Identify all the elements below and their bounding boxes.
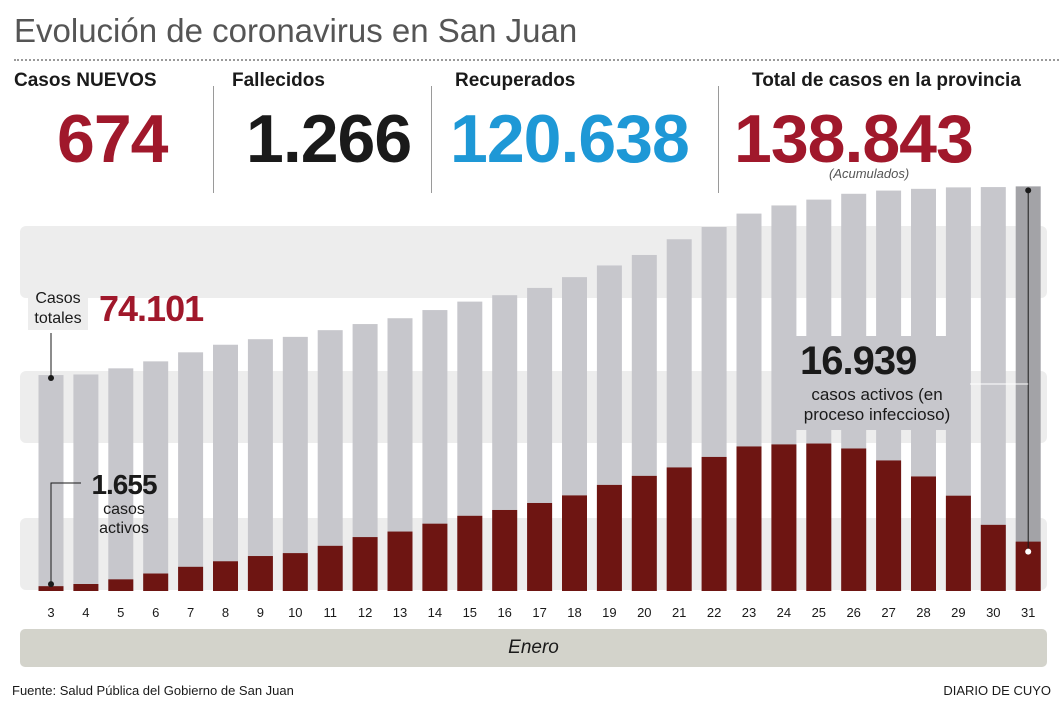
active-bar (631, 475, 657, 591)
active-bar (562, 495, 587, 591)
stat-separator (431, 86, 432, 193)
x-tick-label: 12 (358, 605, 372, 620)
x-tick-label: 24 (777, 605, 791, 620)
callout-dot (1025, 187, 1032, 194)
total-bar (980, 187, 1006, 591)
stat-separator (213, 86, 214, 193)
last-active-label: casos activos (en proceso infeccioso) (804, 385, 950, 424)
total-bar (178, 352, 204, 591)
active-bar (771, 444, 797, 591)
active-bar (911, 476, 936, 591)
total-label: Total de casos en la provincia (752, 70, 1021, 91)
active-bar (213, 561, 238, 591)
active-bar (317, 545, 343, 591)
x-tick-label: 22 (707, 605, 721, 620)
x-tick-label: 30 (986, 605, 1000, 620)
x-tick-label: 18 (567, 605, 581, 620)
x-tick-label: 14 (428, 605, 442, 620)
x-tick-label: 15 (463, 605, 477, 620)
chart-title: Evolución de coronavirus en San Juan (14, 12, 578, 49)
x-tick-label: 23 (742, 605, 756, 620)
first-active-value: 1.655 (91, 469, 156, 500)
x-tick-label: 20 (637, 605, 651, 620)
x-tick-label: 10 (288, 605, 302, 620)
x-tick-label: 4 (82, 605, 89, 620)
total-bar (247, 339, 273, 591)
x-tick-label: 29 (951, 605, 965, 620)
active-bar (945, 495, 971, 591)
title-divider (14, 59, 1059, 61)
nuevos-label: Casos NUEVOS (14, 70, 157, 91)
active-bar (492, 509, 518, 591)
callout-line (50, 482, 81, 585)
active-bar (108, 579, 134, 591)
active-bar (457, 515, 483, 591)
active-bar (352, 537, 378, 591)
x-tick-label: 9 (257, 605, 264, 620)
active-bar (841, 448, 867, 591)
nuevos-value: 674 (57, 101, 168, 177)
x-tick-label: 3 (47, 605, 54, 620)
last-active-value: 16.939 (800, 339, 916, 383)
x-tick-label: 16 (497, 605, 511, 620)
callout-dot (1025, 548, 1032, 555)
active-bar (143, 573, 169, 591)
total-bar (282, 336, 308, 591)
active-bar (422, 523, 448, 591)
x-tick-label: 28 (916, 605, 930, 620)
x-tick-label: 27 (881, 605, 895, 620)
label-backdrop (28, 286, 88, 330)
first-total-label: Casos totales (34, 290, 81, 327)
x-tick-label: 19 (602, 605, 616, 620)
active-bar (73, 584, 99, 591)
stat-separator (718, 86, 719, 193)
x-tick-label: 11 (323, 605, 337, 620)
brand: DIARIO DE CUYO (943, 683, 1051, 698)
x-tick-label: 31 (1021, 605, 1035, 620)
fallecidos-value: 1.266 (246, 101, 412, 177)
x-tick-label: 13 (393, 605, 407, 620)
label-backdrop (790, 336, 968, 430)
total-value: 138.843 (734, 101, 974, 177)
active-bar (666, 467, 692, 591)
x-tick-label: 8 (222, 605, 229, 620)
active-bar (178, 566, 204, 591)
source-note: Fuente: Salud Pública del Gobierno de Sa… (12, 683, 294, 698)
fallecidos-label: Fallecidos (232, 70, 325, 91)
x-tick-label: 26 (846, 605, 860, 620)
first-total-value: 74.101 (99, 288, 204, 329)
total-note: (Acumulados) (829, 166, 910, 181)
active-bar (980, 524, 1006, 591)
month-band (20, 629, 1047, 667)
active-bar (38, 586, 64, 591)
active-bar (806, 443, 832, 591)
total-bar (143, 361, 169, 591)
x-tick-label: 21 (672, 605, 686, 620)
x-tick-label: 17 (532, 605, 546, 620)
active-bar (736, 446, 762, 591)
active-bar (527, 502, 553, 591)
active-bar (282, 553, 308, 591)
x-tick-label: 6 (152, 605, 159, 620)
x-axis-label: Enero (508, 637, 559, 658)
recuperados-label: Recuperados (455, 70, 576, 91)
total-bar (213, 344, 238, 591)
recuperados-value: 120.638 (450, 101, 690, 177)
callout-dot (48, 581, 54, 588)
active-bar (247, 556, 273, 591)
x-tick-label: 7 (187, 605, 194, 620)
total-bar (108, 368, 134, 591)
x-tick-label: 5 (117, 605, 124, 620)
active-bar (596, 484, 622, 591)
x-tick-label: 25 (812, 605, 826, 620)
active-bar (387, 531, 413, 591)
active-bar (701, 456, 727, 591)
first-active-label: casos activos (99, 501, 149, 537)
callout-dot (48, 375, 54, 382)
active-bar (876, 460, 902, 591)
